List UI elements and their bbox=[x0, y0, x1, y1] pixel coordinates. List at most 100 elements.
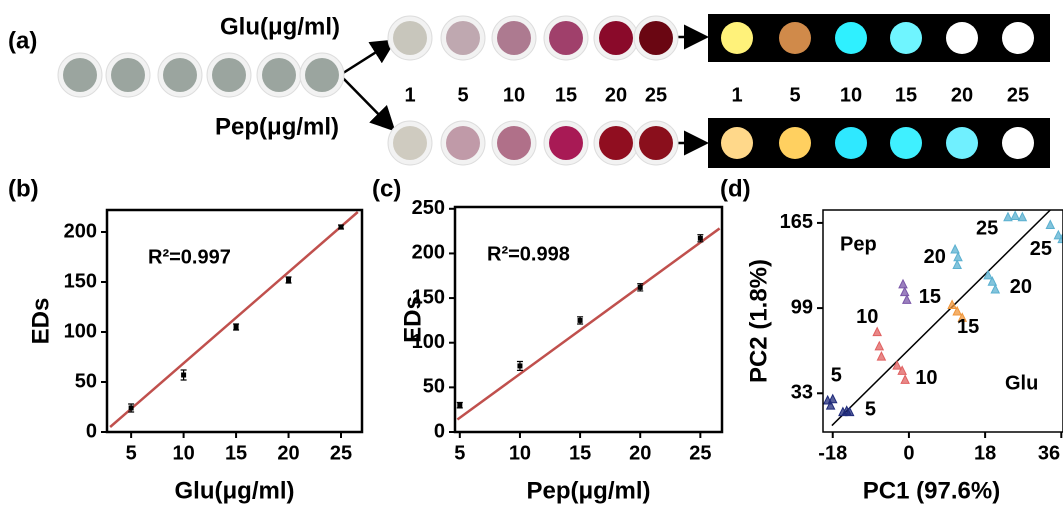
y-tick-label: 100 bbox=[64, 320, 97, 342]
point bbox=[953, 251, 963, 262]
panel-a-layout bbox=[339, 14, 1050, 168]
point bbox=[892, 360, 902, 370]
y-axis-title: PC2 (1.8%) bbox=[745, 259, 772, 383]
concentration-label: 25 bbox=[1007, 84, 1029, 106]
pep-fluorescence bbox=[890, 127, 922, 159]
concentration-label: 20 bbox=[605, 84, 627, 106]
pep-well bbox=[497, 126, 531, 160]
initial-well bbox=[262, 58, 296, 92]
y-tick-label: 100 bbox=[412, 331, 445, 353]
x-tick-label: 25 bbox=[689, 442, 711, 464]
glu-well bbox=[549, 21, 583, 55]
point bbox=[952, 259, 962, 269]
arrow bbox=[339, 39, 397, 77]
concentration-label: 20 bbox=[951, 84, 973, 106]
glu-fluorescence bbox=[721, 22, 753, 54]
plot-frame bbox=[822, 209, 1063, 433]
y-tick-label: 165 bbox=[780, 211, 813, 233]
x-axis-title: PC1 (97.6%) bbox=[863, 477, 1000, 504]
point bbox=[947, 299, 957, 310]
concentration-label: 5 bbox=[789, 84, 800, 106]
y-tick-label: 250 bbox=[412, 197, 445, 219]
point bbox=[517, 363, 523, 369]
x-axis-title: Pep(μg/ml) bbox=[526, 477, 650, 504]
panel-label: (d) bbox=[720, 175, 751, 202]
annotation: R²=0.998 bbox=[487, 243, 570, 265]
panel-label: (c) bbox=[372, 175, 401, 202]
point bbox=[825, 400, 836, 410]
concentration-label: 10 bbox=[840, 84, 862, 106]
y-tick-label: 50 bbox=[75, 370, 97, 392]
point bbox=[844, 406, 855, 417]
point bbox=[1017, 211, 1028, 222]
point bbox=[1010, 210, 1020, 220]
pep-well bbox=[549, 126, 583, 160]
plot-area bbox=[823, 210, 1063, 427]
pep-well bbox=[446, 126, 480, 160]
pep-fluorescence bbox=[779, 127, 811, 159]
pep-fluorescence bbox=[721, 127, 753, 159]
x-tick-label: 5 bbox=[126, 442, 137, 464]
concentration-label: 5 bbox=[457, 84, 468, 106]
glu-well bbox=[446, 21, 480, 55]
point bbox=[987, 276, 998, 286]
plot-frame bbox=[453, 205, 724, 434]
cluster-label: 20 bbox=[1010, 276, 1032, 298]
glu-well bbox=[639, 21, 673, 55]
arrow bbox=[339, 74, 396, 132]
glu-label: Glu(μg/ml) bbox=[220, 13, 340, 40]
region-label: Pep bbox=[840, 233, 877, 255]
cluster-label: 20 bbox=[924, 246, 946, 268]
pep-fluorescence bbox=[835, 127, 867, 159]
initial-well bbox=[305, 58, 339, 92]
x-tick-label: 10 bbox=[509, 442, 531, 464]
point bbox=[899, 286, 910, 297]
point bbox=[957, 312, 968, 322]
glu-well bbox=[599, 21, 633, 55]
pep-well bbox=[599, 126, 633, 160]
glu-fluorescence bbox=[1002, 22, 1034, 54]
plot-frame bbox=[105, 208, 364, 434]
fluorescence-strip bbox=[708, 14, 1050, 62]
point bbox=[827, 393, 838, 404]
fluorescence-strip bbox=[708, 118, 1050, 168]
glu-fluorescence bbox=[779, 22, 811, 54]
initial-well bbox=[163, 58, 197, 92]
panel-label: (a) bbox=[8, 27, 37, 54]
x-tick-label: 20 bbox=[629, 442, 651, 464]
y-tick-label: 200 bbox=[412, 242, 445, 264]
x-tick-label: -18 bbox=[818, 442, 847, 464]
pep-well bbox=[639, 126, 673, 160]
y-axis-title: EDs bbox=[399, 296, 426, 343]
point bbox=[128, 405, 134, 411]
point bbox=[897, 365, 907, 375]
point bbox=[900, 374, 910, 384]
y-tick-label: 33 bbox=[791, 382, 813, 404]
concentration-label: 15 bbox=[555, 84, 577, 106]
point bbox=[181, 372, 187, 378]
x-tick-label: 18 bbox=[974, 442, 996, 464]
point bbox=[874, 340, 885, 351]
annotation: R²=0.997 bbox=[148, 246, 231, 268]
point bbox=[1057, 233, 1063, 244]
cluster-label: 15 bbox=[957, 316, 979, 338]
cluster-label: 15 bbox=[919, 286, 941, 308]
point bbox=[637, 284, 643, 290]
y-tick-label: 0 bbox=[434, 420, 445, 442]
cluster-label: 25 bbox=[976, 218, 998, 240]
cluster-label: 5 bbox=[865, 398, 876, 420]
glu-fluorescence bbox=[946, 22, 978, 54]
panel-label: (b) bbox=[8, 175, 39, 202]
point bbox=[990, 283, 1001, 294]
point bbox=[898, 278, 908, 289]
y-tick-label: 99 bbox=[791, 296, 813, 318]
y-axis-title: EDs bbox=[27, 298, 54, 345]
point bbox=[457, 402, 463, 408]
concentration-label: 15 bbox=[895, 84, 917, 106]
region-label: Glu bbox=[1005, 372, 1038, 394]
x-tick-label: 20 bbox=[277, 442, 299, 464]
y-tick-label: 150 bbox=[64, 270, 97, 292]
cluster-label: 10 bbox=[856, 306, 878, 328]
cluster-label: 5 bbox=[831, 365, 842, 387]
